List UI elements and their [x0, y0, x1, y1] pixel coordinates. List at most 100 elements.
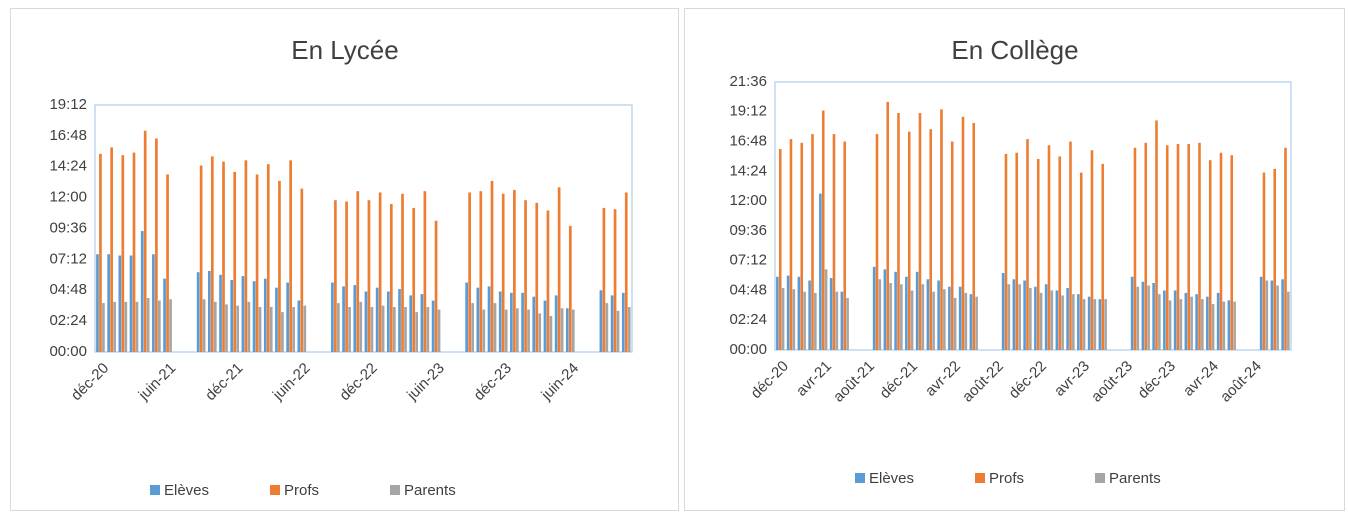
bar: [803, 291, 806, 350]
bar: [889, 283, 892, 350]
bar: [814, 292, 817, 350]
bar: [303, 305, 307, 352]
bar: [937, 280, 940, 350]
bar: [1050, 290, 1054, 350]
bar: [152, 254, 155, 352]
bar: [163, 278, 166, 352]
bar: [1136, 286, 1140, 350]
legend-swatch: [975, 473, 985, 483]
bar: [286, 282, 289, 352]
bar: [334, 200, 337, 352]
bar: [1219, 152, 1223, 350]
bar: [110, 147, 113, 352]
bar: [490, 180, 494, 352]
bar: [915, 271, 919, 350]
bar: [437, 309, 441, 352]
bar: [423, 191, 427, 352]
bar: [800, 142, 804, 350]
legend-label: Elèves: [869, 470, 914, 487]
bar: [835, 291, 839, 350]
y-tick-label: 09:36: [729, 222, 767, 239]
bar: [602, 207, 606, 352]
legend-swatch: [270, 485, 280, 495]
bar: [1287, 291, 1290, 350]
bar: [624, 192, 628, 352]
y-tick-label: 07:12: [49, 250, 87, 267]
bar: [1104, 299, 1107, 350]
bar: [375, 287, 379, 352]
bar: [811, 134, 814, 350]
bar: [1036, 158, 1040, 350]
bar: [281, 312, 284, 352]
bar: [169, 299, 172, 352]
bar: [969, 294, 973, 350]
bar: [1262, 172, 1266, 350]
legend-label: Parents: [404, 482, 456, 499]
bar: [900, 284, 903, 350]
bar: [1055, 290, 1059, 350]
bar: [560, 308, 564, 352]
bar: [219, 274, 222, 352]
bar: [627, 306, 631, 352]
bar: [1265, 280, 1269, 350]
plot-area: [774, 81, 1292, 351]
bar: [252, 281, 256, 352]
bar: [1077, 294, 1080, 350]
bar: [1141, 281, 1145, 350]
bar: [364, 291, 368, 352]
bar: [404, 306, 407, 352]
bar: [348, 306, 351, 352]
bar: [1058, 156, 1062, 350]
bar: [132, 152, 136, 352]
bar: [353, 285, 357, 352]
bar: [1082, 299, 1086, 350]
bar: [300, 188, 304, 352]
legend-label: Profs: [989, 470, 1024, 487]
bar: [1259, 276, 1263, 350]
bar: [143, 130, 147, 352]
bar: [781, 287, 785, 350]
bar: [565, 308, 569, 352]
chart-title: En Lycée: [291, 35, 398, 65]
bar: [829, 278, 833, 350]
bar: [1179, 299, 1183, 350]
bar: [255, 174, 259, 352]
bar: [535, 202, 539, 352]
bar: [412, 207, 416, 352]
y-tick-label: 00:00: [729, 341, 767, 358]
bar: [1184, 292, 1188, 350]
bar: [1090, 150, 1094, 350]
bar: [605, 303, 609, 352]
y-tick-label: 07:12: [729, 252, 767, 269]
bar: [543, 300, 547, 352]
bar: [1270, 280, 1274, 350]
bar: [1039, 292, 1043, 350]
bar: [1273, 168, 1277, 350]
y-tick-label: 04:48: [49, 281, 87, 298]
bar: [907, 131, 911, 350]
bar: [213, 301, 217, 352]
bar: [1206, 296, 1209, 350]
bar: [819, 193, 822, 350]
bar: [225, 304, 228, 352]
bar: [950, 141, 954, 350]
bar: [1087, 296, 1091, 350]
bar: [236, 305, 240, 352]
bar: [501, 193, 505, 352]
bar: [943, 289, 946, 350]
bar: [883, 269, 887, 350]
bar: [808, 280, 811, 350]
bar: [367, 200, 371, 352]
bar: [389, 204, 393, 352]
bar: [1004, 153, 1008, 350]
bar: [964, 292, 968, 350]
bar: [972, 122, 976, 350]
bar: [465, 282, 468, 352]
bar: [381, 305, 385, 352]
y-tick-label: 14:24: [49, 158, 87, 175]
bar: [872, 266, 876, 350]
bar: [356, 191, 360, 352]
bar: [482, 309, 486, 352]
bar: [140, 231, 144, 352]
bar: [202, 299, 206, 352]
